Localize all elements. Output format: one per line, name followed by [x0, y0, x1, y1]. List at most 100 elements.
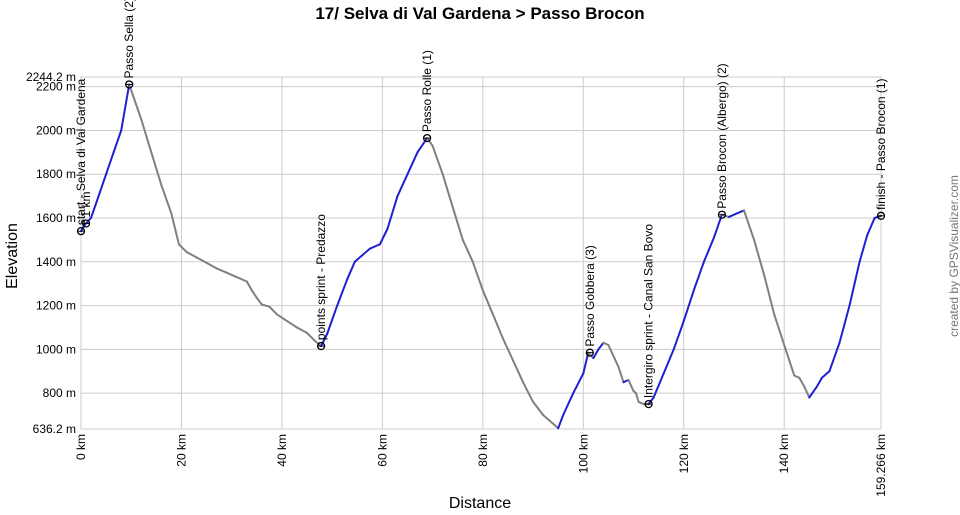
x-tick-label: 159.266 km	[874, 434, 888, 497]
x-tick-label: 80 km	[476, 434, 490, 467]
axis-layer: 636.2 m 800 m 1000 m 1200 m 1400 m 1600 m 1800…	[26, 70, 888, 497]
profile-segment	[177, 243, 188, 253]
profile-segment	[396, 173, 409, 198]
profile-segment	[268, 305, 278, 316]
profile-segment	[572, 372, 585, 395]
profile-segment	[582, 351, 590, 375]
profile-segment	[97, 173, 108, 198]
profile-segment	[205, 261, 218, 270]
profile-segment	[820, 370, 831, 379]
credit-text: created by GPSVisualizer.com	[947, 175, 960, 337]
profile-segment	[672, 319, 685, 351]
profile-segment	[170, 212, 180, 246]
profile-segment	[471, 260, 484, 292]
x-tick-label: 0 km	[74, 434, 88, 460]
profile-segment	[858, 234, 869, 263]
profile-segment	[512, 359, 524, 384]
y-tick-label: 1200 m	[36, 299, 76, 313]
profile-segment	[481, 289, 494, 316]
profile-segment	[250, 289, 258, 299]
profile-segment	[225, 271, 238, 279]
profile-segment	[783, 344, 796, 377]
series-layer	[80, 83, 882, 430]
waypoint-label: Passo Sella (2)	[122, 0, 136, 78]
profile-segment	[557, 414, 565, 430]
profile-segment	[386, 195, 399, 230]
profile-segment	[702, 236, 715, 263]
y-tick-label: 800 m	[43, 386, 76, 400]
profile-segment	[662, 348, 675, 375]
profile-segment	[635, 392, 640, 403]
profile-segment	[587, 351, 595, 360]
profile-segment	[828, 341, 841, 373]
profile-segment	[522, 381, 535, 403]
profile-segment	[735, 209, 745, 215]
y-tick-label: 1400 m	[36, 255, 76, 269]
profile-segment	[150, 151, 163, 187]
profile-segment	[195, 256, 208, 264]
profile-segment	[692, 260, 705, 292]
profile-segment	[617, 365, 625, 384]
profile-segment	[562, 392, 575, 416]
profile-segment	[245, 280, 253, 292]
profile-segment	[120, 83, 131, 132]
profile-segment	[552, 422, 560, 430]
profile-segment	[753, 238, 766, 276]
profile-segment	[728, 212, 738, 218]
profile-segment	[112, 129, 123, 154]
profile-segment	[763, 273, 776, 316]
profile-segment	[808, 385, 818, 399]
profile-segment	[378, 228, 389, 246]
x-tick-label: 40 km	[275, 434, 289, 467]
profile-segment	[798, 376, 806, 388]
profile-segment	[285, 319, 298, 329]
profile-segment	[866, 217, 876, 237]
profile-segment	[128, 83, 143, 121]
profile-segment	[451, 206, 464, 241]
profile-segment	[461, 238, 474, 263]
x-tick-label: 60 km	[375, 434, 389, 467]
waypoint-label: finish - Passo Brocon (1)	[874, 78, 888, 209]
profile-segment	[743, 209, 756, 241]
profile-segment	[296, 326, 308, 334]
profile-segment	[431, 144, 444, 176]
waypoint-label: Passo Gobbera (3)	[583, 245, 597, 346]
profile-segment	[426, 137, 434, 147]
profile-segment	[346, 260, 356, 281]
waypoint-label: start - Selva di Val Gardena	[74, 78, 88, 225]
waypoint-label: points sprint - Predazzo	[314, 214, 328, 340]
profile-segment	[491, 313, 504, 340]
x-tick-label: 120 km	[677, 434, 691, 473]
profile-segment	[612, 354, 620, 368]
profile-segment	[105, 151, 115, 176]
profile-segment	[416, 137, 429, 154]
profile-segment	[306, 331, 316, 342]
profile-segment	[773, 313, 786, 346]
y-tick-label: 2200 m	[36, 80, 76, 94]
profile-segment	[185, 250, 198, 259]
profile-segment	[441, 173, 454, 209]
y-tick-label: 1800 m	[36, 167, 76, 181]
profile-segment	[353, 254, 364, 263]
waypoint-label: Passo Brocon (Albergo) (2)	[715, 63, 729, 208]
profile-segment	[215, 267, 228, 274]
profile-segment	[313, 339, 323, 348]
profile-segment	[803, 385, 811, 399]
profile-segment	[542, 414, 555, 425]
waypoint-label: Intergiro sprint - Canal San Bovo	[642, 224, 656, 398]
y-tick-label: 1000 m	[36, 342, 76, 356]
profile-segment	[592, 348, 600, 360]
profile-segment	[336, 278, 349, 307]
x-axis-title: Distance	[449, 495, 511, 510]
profile-segment	[140, 118, 153, 154]
y-tick-label: 636.2 m	[33, 422, 76, 436]
profile-segment	[235, 276, 248, 283]
profile-segment	[627, 379, 635, 392]
profile-segment	[255, 296, 263, 306]
y-axis-title: Elevation	[4, 223, 21, 289]
profile-segment	[848, 260, 861, 307]
profile-segment	[682, 289, 695, 322]
profile-segment	[607, 344, 615, 357]
